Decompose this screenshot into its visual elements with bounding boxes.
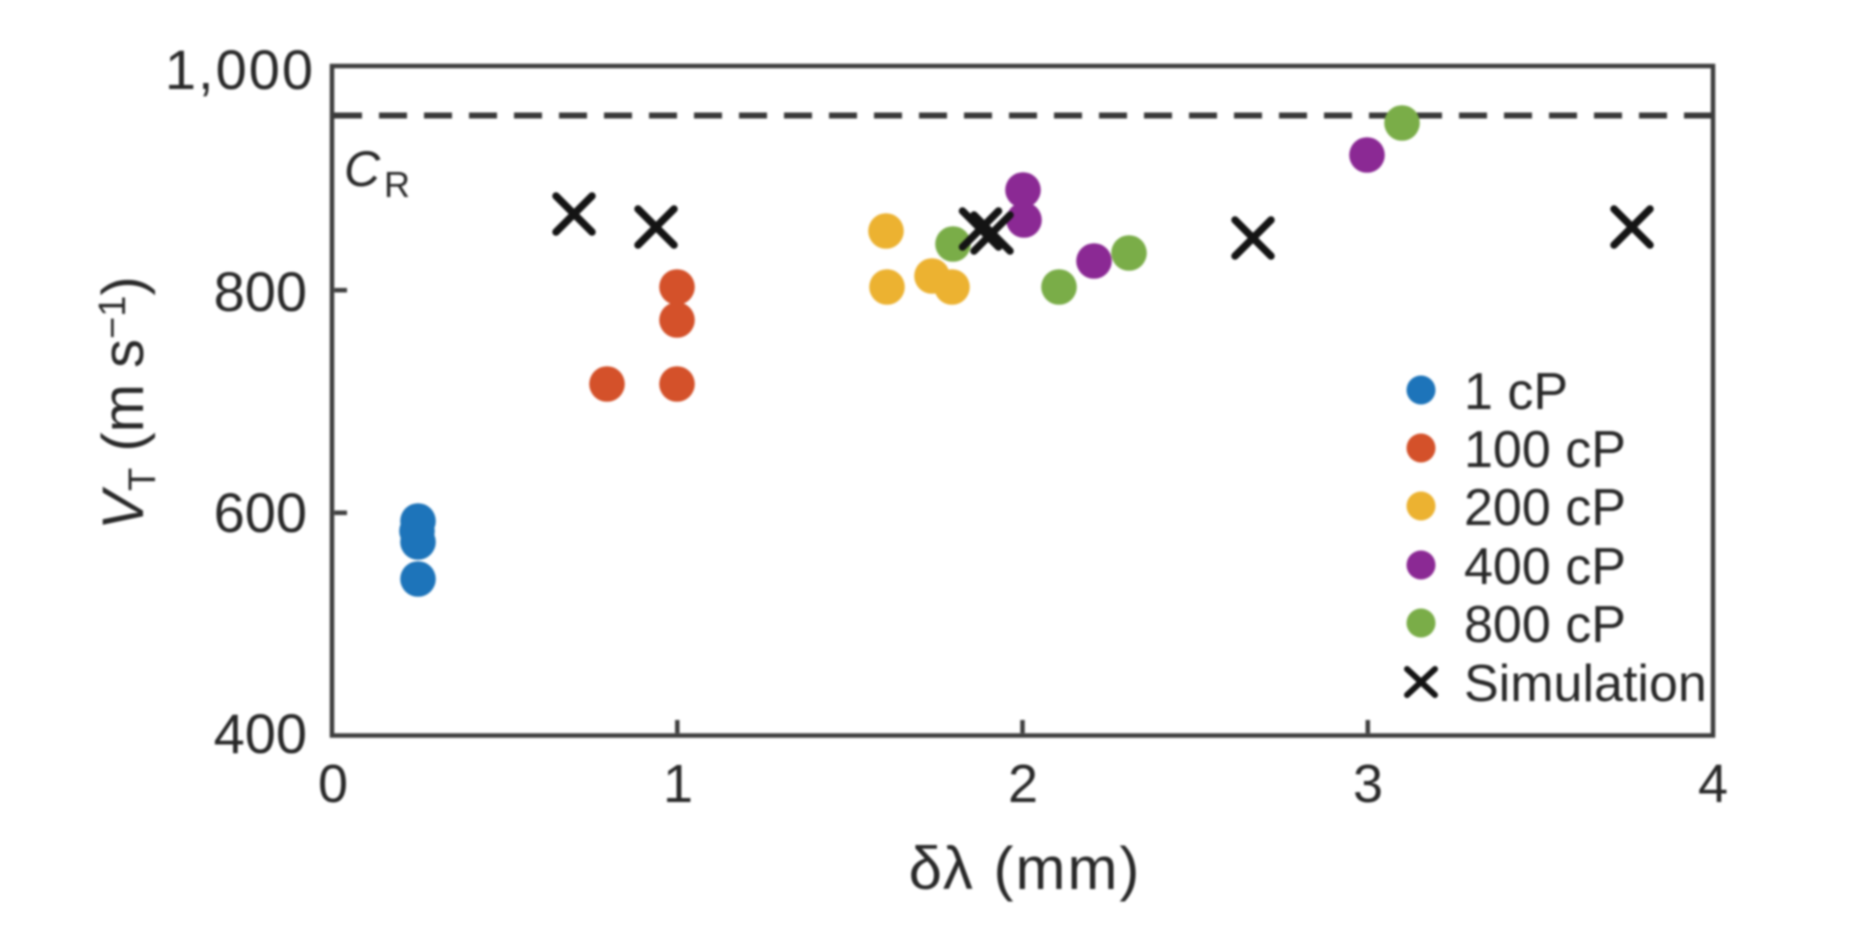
svg-text:1,000: 1,000 — [165, 38, 315, 101]
svg-text:δλ (mm): δλ (mm) — [909, 835, 1142, 902]
svg-text:VT (m s−1): VT (m s−1) — [91, 276, 164, 529]
svg-text:1 cP: 1 cP — [1464, 363, 1568, 421]
svg-text:3: 3 — [1353, 754, 1383, 814]
svg-text:600: 600 — [214, 481, 307, 544]
svg-text:800 cP: 800 cP — [1464, 596, 1626, 654]
svg-text:Simulation: Simulation — [1464, 655, 1707, 713]
svg-text:R: R — [384, 164, 410, 205]
svg-text:4: 4 — [1698, 754, 1728, 814]
svg-text:C: C — [344, 141, 381, 197]
svg-text:2: 2 — [1008, 754, 1038, 814]
svg-text:800: 800 — [214, 260, 307, 323]
svg-text:400: 400 — [214, 702, 307, 765]
svg-text:1: 1 — [663, 754, 693, 814]
svg-text:400 cP: 400 cP — [1464, 538, 1626, 596]
svg-text:100 cP: 100 cP — [1464, 421, 1626, 479]
svg-text:200 cP: 200 cP — [1464, 479, 1626, 537]
svg-text:0: 0 — [318, 754, 348, 814]
